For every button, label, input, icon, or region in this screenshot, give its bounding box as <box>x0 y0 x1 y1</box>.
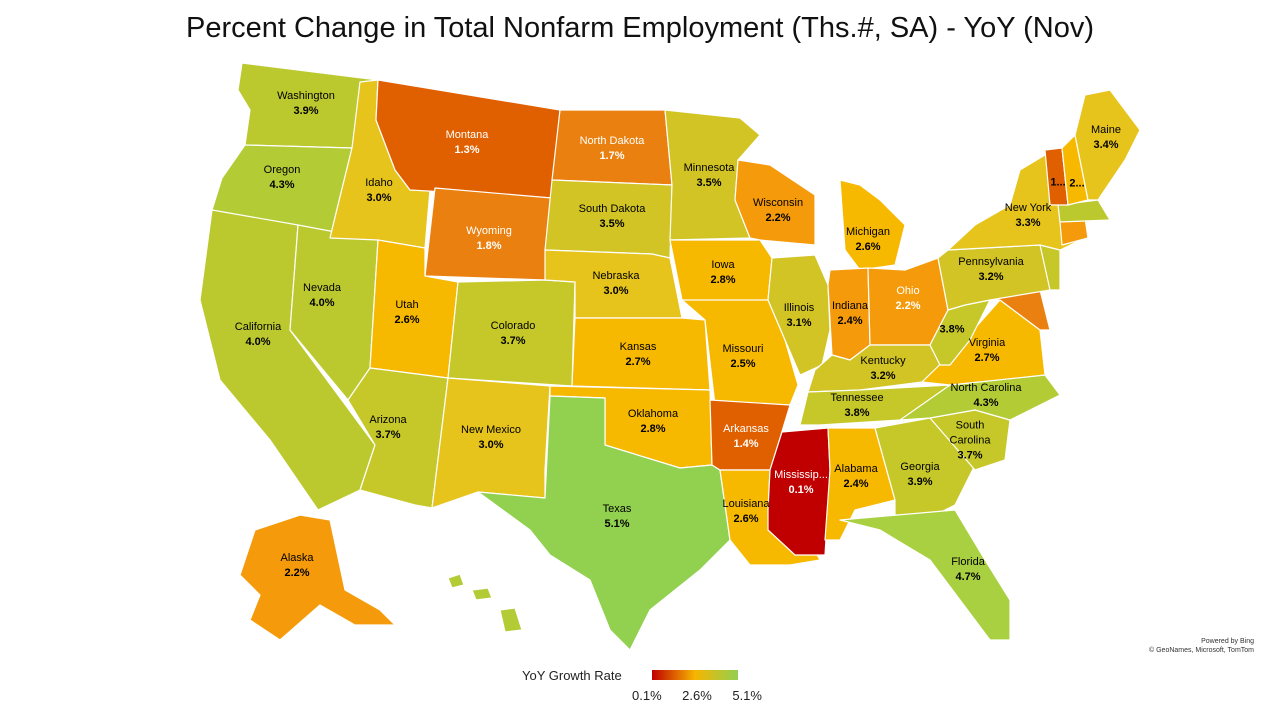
legend-title: YoY Growth Rate <box>522 668 622 683</box>
legend-min: 0.1% <box>632 688 662 703</box>
credit-sources: © GeoNames, Microsoft, TomTom <box>1149 647 1254 654</box>
legend-mid: 2.6% <box>682 688 712 703</box>
label-north-carolina: North Carolina 4.3% <box>950 382 1022 409</box>
state-maine[interactable] <box>1074 89 1141 201</box>
label-new-mexico: New Mexico 3.0% <box>461 424 521 451</box>
state-alaska[interactable] <box>239 514 396 641</box>
label-louisiana: Louisiana 2.6% <box>722 498 770 525</box>
label-iowa: Iowa 2.8% <box>710 259 736 286</box>
label-ohio: Ohio 2.2% <box>895 285 921 312</box>
label-west-virginia: 3.8% <box>939 323 965 336</box>
state-hawaii[interactable] <box>447 573 465 589</box>
label-kansas: Kansas 2.7% <box>619 341 657 368</box>
label-arkansas: Arkansas 1.4% <box>723 423 769 450</box>
label-florida: Florida 4.7% <box>951 556 985 583</box>
label-michigan: Michigan 2.6% <box>845 226 891 253</box>
label-alabama: Alabama 2.4% <box>834 463 878 490</box>
label-kentucky: Kentucky 3.2% <box>860 355 906 382</box>
label-colorado: Colorado 3.7% <box>490 320 536 347</box>
state-hawaii-2[interactable] <box>471 587 493 601</box>
label-maine: Maine 3.4% <box>1091 124 1121 151</box>
state-florida[interactable] <box>839 509 1011 641</box>
label-georgia: Georgia 3.9% <box>900 461 940 488</box>
legend-max: 5.1% <box>732 688 762 703</box>
label-nebraska: Nebraska 3.0% <box>592 270 640 297</box>
legend-ticks: 0.1% 2.6% 5.1% <box>632 688 762 703</box>
state-michigan[interactable] <box>839 179 906 271</box>
label-vermont: 1... <box>1050 176 1066 189</box>
label-texas: Texas 5.1% <box>602 503 632 530</box>
label-south-dakota: South Dakota 3.5% <box>578 203 646 230</box>
label-mississippi: Mississip... 0.1% <box>774 469 828 496</box>
state-texas[interactable] <box>477 395 731 651</box>
label-utah: Utah 2.6% <box>394 299 420 326</box>
label-alaska: Alaska 2.2% <box>280 552 314 579</box>
label-idaho: Idaho 3.0% <box>365 177 393 204</box>
label-montana: Montana 1.3% <box>445 129 489 156</box>
label-new-hampshire: 2... <box>1069 177 1085 190</box>
map-title: Percent Change in Total Nonfarm Employme… <box>185 12 1094 44</box>
state-hawaii-3[interactable] <box>499 607 523 633</box>
map-credit: Powered by Bing © GeoNames, Microsoft, T… <box>1149 637 1254 655</box>
label-nevada: Nevada 4.0% <box>303 282 341 309</box>
label-south-carolina: South Carolina 3.7% <box>949 419 991 462</box>
credit-powered-by: Powered by Bing <box>1201 638 1254 645</box>
label-indiana: Indiana 2.4% <box>831 300 869 327</box>
label-california: California 4.0% <box>234 321 282 348</box>
label-washington: Washington 3.9% <box>277 90 335 117</box>
state-massachusetts[interactable] <box>1057 199 1111 223</box>
state-wisconsin[interactable] <box>734 159 816 246</box>
label-minnesota: Minnesota 3.5% <box>683 162 735 189</box>
label-north-dakota: North Dakota 1.7% <box>579 135 645 162</box>
label-oregon: Oregon 4.3% <box>263 164 301 191</box>
label-virginia: Virginia 2.7% <box>968 337 1006 364</box>
label-pennsylvania: Pennsylvania 3.2% <box>958 256 1024 283</box>
legend-color-scale <box>652 670 738 680</box>
label-wisconsin: Wisconsin 2.2% <box>752 197 804 224</box>
label-missouri: Missouri 2.5% <box>722 343 764 370</box>
label-arizona: Arizona 3.7% <box>369 414 407 441</box>
label-new-york: New York 3.3% <box>1004 202 1052 229</box>
label-tennessee: Tennessee 3.8% <box>830 392 884 419</box>
label-illinois: Illinois 3.1% <box>783 302 815 329</box>
label-wyoming: Wyoming 1.8% <box>466 225 512 252</box>
state-kansas[interactable] <box>571 317 711 391</box>
state-colorado[interactable] <box>447 279 576 387</box>
label-oklahoma: Oklahoma 2.8% <box>627 408 679 435</box>
